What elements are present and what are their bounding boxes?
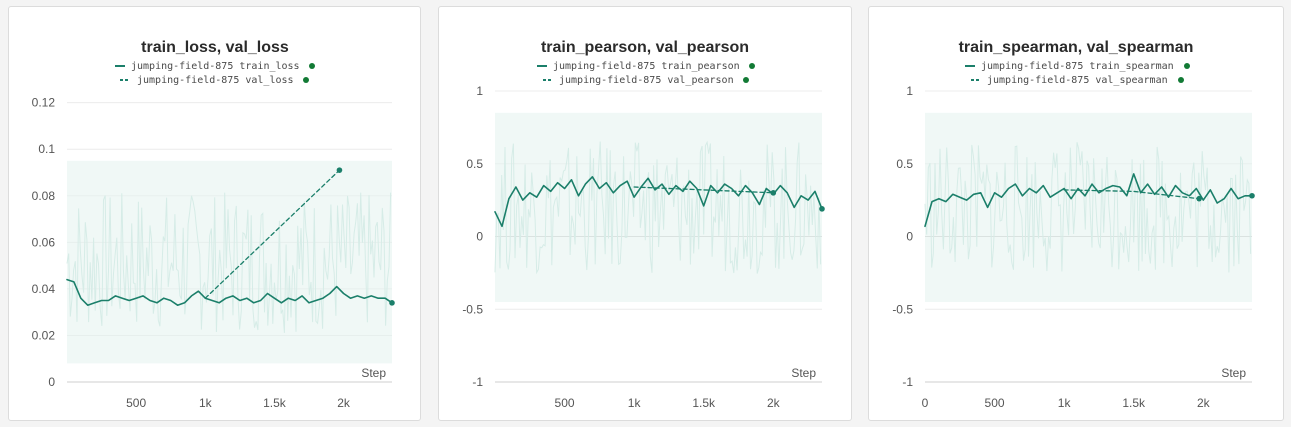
chart-svg-loss: train_loss, val_loss jumping-field-875 t… — [32, 39, 395, 410]
y-tick-label: 0.02 — [32, 328, 56, 342]
series-end-marker — [819, 206, 825, 212]
chart-title: train_loss, val_loss — [141, 39, 289, 56]
train-series-line — [494, 176, 823, 228]
legend[interactable]: jumping-field-875 train_loss jumping-fie… — [115, 61, 315, 86]
y-tick-label: 0.5 — [896, 157, 913, 171]
x-tick-label: 2k — [767, 396, 781, 410]
raw-series-line — [924, 142, 1252, 273]
legend-dot — [1184, 63, 1190, 69]
legend-dot — [303, 77, 309, 83]
x-tick-label: 0 — [922, 396, 929, 410]
train-series-line — [66, 278, 393, 307]
legend[interactable]: jumping-field-875 train_pearson jumping-… — [537, 61, 755, 86]
legend-dot — [309, 63, 315, 69]
series-end-marker — [1249, 192, 1255, 199]
raw-band — [67, 160, 392, 364]
chart-title: train_spearman, val_spearman — [959, 39, 1194, 56]
chart-svg-pearson: train_pearson, val_pearson jumping-field… — [462, 39, 825, 410]
legend-label: jumping-field-875 train_loss — [131, 61, 300, 72]
legend[interactable]: jumping-field-875 train_spearman jumping… — [965, 61, 1190, 86]
x-axis-label: Step — [361, 366, 386, 380]
raw-band — [495, 112, 822, 302]
plot-area[interactable]: -1 -0.5 0 0.5 1 500 1k 1.5k 2k — [462, 84, 825, 410]
y-tick-label: 0 — [48, 375, 55, 389]
y-tick-label: 1 — [906, 84, 913, 98]
series-end-marker — [389, 300, 395, 306]
x-tick-label: 1k — [199, 396, 213, 410]
series-end-marker — [1196, 195, 1202, 202]
legend-label: jumping-field-875 val_pearson — [559, 75, 734, 86]
y-tick-label: 0.12 — [32, 96, 56, 110]
chart-panel-pearson: train_pearson, val_pearson jumping-field… — [438, 6, 852, 421]
x-axis-label: Step — [791, 366, 816, 380]
y-tick-label: 0.04 — [32, 282, 56, 296]
x-axis-label: Step — [1221, 366, 1246, 380]
y-tick-label: -1 — [902, 375, 913, 389]
raw-series-line — [66, 192, 392, 333]
legend-label: jumping-field-875 val_loss — [137, 75, 294, 86]
chart-title: train_pearson, val_pearson — [541, 39, 749, 56]
x-tick-label: 500 — [126, 396, 146, 410]
legend-dot — [1178, 77, 1184, 83]
y-tick-label: 0 — [476, 230, 483, 244]
x-tick-label: 1k — [1058, 396, 1072, 410]
y-tick-label: -1 — [472, 375, 483, 389]
y-tick-label: 0.1 — [38, 142, 55, 156]
val-series-line — [633, 186, 774, 194]
plot-area[interactable]: 0 0.02 0.04 0.06 0.08 0.1 0.12 500 1k 1.5k 2k — [32, 96, 395, 410]
y-tick-label: 0 — [906, 230, 913, 244]
val-series-line — [1063, 189, 1200, 200]
y-tick-label: 0.06 — [32, 235, 56, 249]
x-tick-label: 1.5k — [1122, 396, 1146, 410]
x-tick-label: 2k — [337, 396, 351, 410]
legend-label: jumping-field-875 val_spearman — [987, 75, 1168, 86]
x-tick-label: 500 — [985, 396, 1005, 410]
chart-svg-spearman: train_spearman, val_spearman jumping-fie… — [892, 39, 1255, 410]
legend-dot — [749, 63, 755, 69]
chart-panel-spearman: train_spearman, val_spearman jumping-fie… — [868, 6, 1284, 421]
x-tick-label: 1.5k — [692, 396, 716, 410]
legend-dot — [743, 77, 749, 83]
series-end-marker — [336, 167, 343, 173]
legend-label: jumping-field-875 train_spearman — [981, 61, 1174, 72]
y-tick-label: -0.5 — [892, 302, 913, 316]
x-tick-label: 2k — [1197, 396, 1211, 410]
raw-series-line — [494, 140, 822, 275]
legend-label: jumping-field-875 train_pearson — [553, 61, 740, 72]
y-tick-label: 0.08 — [32, 189, 56, 203]
val-series-line — [204, 169, 341, 299]
raw-band — [925, 112, 1252, 302]
y-tick-label: -0.5 — [462, 302, 483, 316]
y-tick-label: 0.5 — [466, 157, 483, 171]
y-tick-label: 1 — [476, 84, 483, 98]
chart-panel-loss: train_loss, val_loss jumping-field-875 t… — [8, 6, 421, 421]
x-tick-label: 500 — [555, 396, 575, 410]
series-end-marker — [770, 190, 777, 196]
plot-area[interactable]: -1 -0.5 0 0.5 1 0 500 1k 1.5k 2k — [892, 84, 1255, 410]
x-tick-label: 1.5k — [263, 396, 287, 410]
x-tick-label: 1k — [628, 396, 642, 410]
